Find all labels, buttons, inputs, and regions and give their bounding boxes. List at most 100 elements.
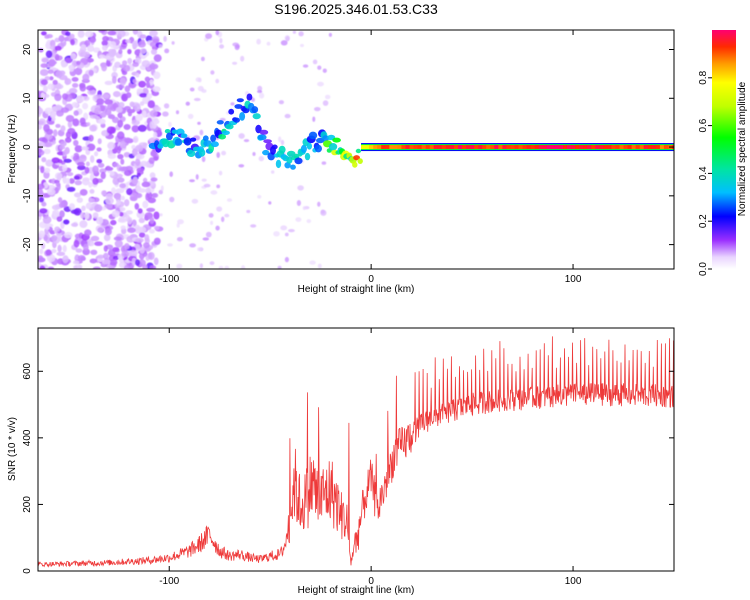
noise-blob xyxy=(66,186,76,192)
noise-blob xyxy=(38,124,42,130)
ridge-blob xyxy=(290,164,296,170)
ridge-blob xyxy=(233,117,240,123)
noise-blob xyxy=(198,77,202,83)
noise-blob xyxy=(288,229,295,233)
noise-blob xyxy=(73,265,78,269)
ridge-band-segment xyxy=(635,145,641,150)
noise-blob xyxy=(44,133,53,140)
noise-blob xyxy=(135,72,140,78)
colorbar-tick-label: 0.6 xyxy=(698,118,709,132)
noise-blob xyxy=(39,197,44,203)
noise-blob xyxy=(135,237,144,243)
ridge-blob xyxy=(263,139,272,144)
noise-blob xyxy=(108,264,115,269)
snr-series-line xyxy=(38,336,674,568)
noise-blob xyxy=(150,177,158,182)
colorbar-ticks: 0.0 0.2 0.4 0.6 0.8 xyxy=(698,70,712,276)
noise-blob xyxy=(59,202,65,209)
noise-blob xyxy=(117,177,125,183)
noise-blob xyxy=(146,93,153,99)
noise-blob xyxy=(240,55,245,62)
ridge-band-segment xyxy=(554,145,560,150)
x-tick-label: 100 xyxy=(565,576,582,587)
noise-blob xyxy=(75,248,83,253)
noise-blob xyxy=(268,201,272,205)
noise-blob xyxy=(232,42,239,47)
ridge-blob xyxy=(164,129,171,134)
noise-blob xyxy=(321,161,327,165)
noise-blob xyxy=(41,157,47,163)
noise-blob xyxy=(97,162,105,168)
noise-blob xyxy=(266,41,271,46)
ridge-band-segment xyxy=(409,145,414,150)
ridge-band-segment xyxy=(482,145,487,150)
noise-blob xyxy=(70,53,77,60)
spectrogram-y-axis: -20 -10 0 10 20 xyxy=(22,44,674,252)
noise-blob xyxy=(72,260,80,265)
noise-blob xyxy=(317,201,321,207)
noise-blob xyxy=(82,102,89,110)
noise-blob xyxy=(295,217,302,223)
noise-blob xyxy=(159,213,163,217)
noise-blob xyxy=(64,78,72,85)
ridge-band-segment xyxy=(579,145,584,150)
noise-blob xyxy=(328,32,332,37)
noise-blob xyxy=(62,164,68,172)
noise-blob xyxy=(41,31,47,36)
noise-blob xyxy=(127,49,132,55)
noise-blob xyxy=(176,237,183,242)
ridge-band-segment xyxy=(575,145,580,150)
noise-blob xyxy=(162,111,169,117)
noise-blob xyxy=(40,92,45,100)
noise-blob xyxy=(101,259,111,265)
noise-blob xyxy=(38,141,46,148)
snr-plot-area xyxy=(38,328,674,571)
noise-blob xyxy=(41,202,47,207)
noise-blob xyxy=(158,44,163,49)
noise-blob xyxy=(133,103,141,112)
ridge-blob xyxy=(262,149,270,156)
ridge-blob xyxy=(210,141,219,148)
y-tick-label: 20 xyxy=(22,44,33,56)
noise-blob xyxy=(77,165,86,171)
y-tick-label: 600 xyxy=(22,362,33,379)
noise-blob xyxy=(124,199,130,207)
noise-blob xyxy=(135,185,142,193)
noise-blob xyxy=(87,45,95,52)
noise-blob xyxy=(199,263,203,269)
noise-blob xyxy=(116,131,125,140)
ridge-blob xyxy=(304,152,311,161)
noise-blob xyxy=(77,30,85,38)
noise-blob xyxy=(317,65,322,70)
noise-blob xyxy=(215,78,220,84)
noise-blob xyxy=(324,94,331,100)
noise-blob xyxy=(138,217,145,224)
noise-blob xyxy=(104,228,112,236)
noise-blob xyxy=(138,232,146,238)
noise-blob xyxy=(58,35,65,42)
ridge-blob xyxy=(236,98,244,103)
noise-blob xyxy=(149,110,158,118)
noise-blob xyxy=(218,170,223,176)
snr-x-label: Height of straight line (km) xyxy=(298,585,415,596)
noise-blob xyxy=(136,172,141,177)
noise-blob xyxy=(216,152,220,158)
noise-blob xyxy=(140,160,148,167)
noise-blob xyxy=(107,153,117,159)
ridge-band-segment xyxy=(603,145,608,150)
noise-blob xyxy=(89,258,98,264)
ridge-blob xyxy=(294,157,303,165)
noise-blob xyxy=(320,209,325,214)
ridge-band-segment xyxy=(365,145,370,150)
noise-blob xyxy=(169,171,173,177)
noise-blob xyxy=(144,234,150,242)
noise-blob xyxy=(189,179,195,183)
noise-blob xyxy=(123,170,132,176)
noise-blob xyxy=(100,171,106,180)
noise-blob xyxy=(47,83,54,90)
noise-blob xyxy=(258,156,264,162)
noise-blob xyxy=(70,209,80,214)
noise-blob xyxy=(41,57,49,63)
noise-blob xyxy=(137,208,143,214)
noise-blob xyxy=(88,69,94,76)
